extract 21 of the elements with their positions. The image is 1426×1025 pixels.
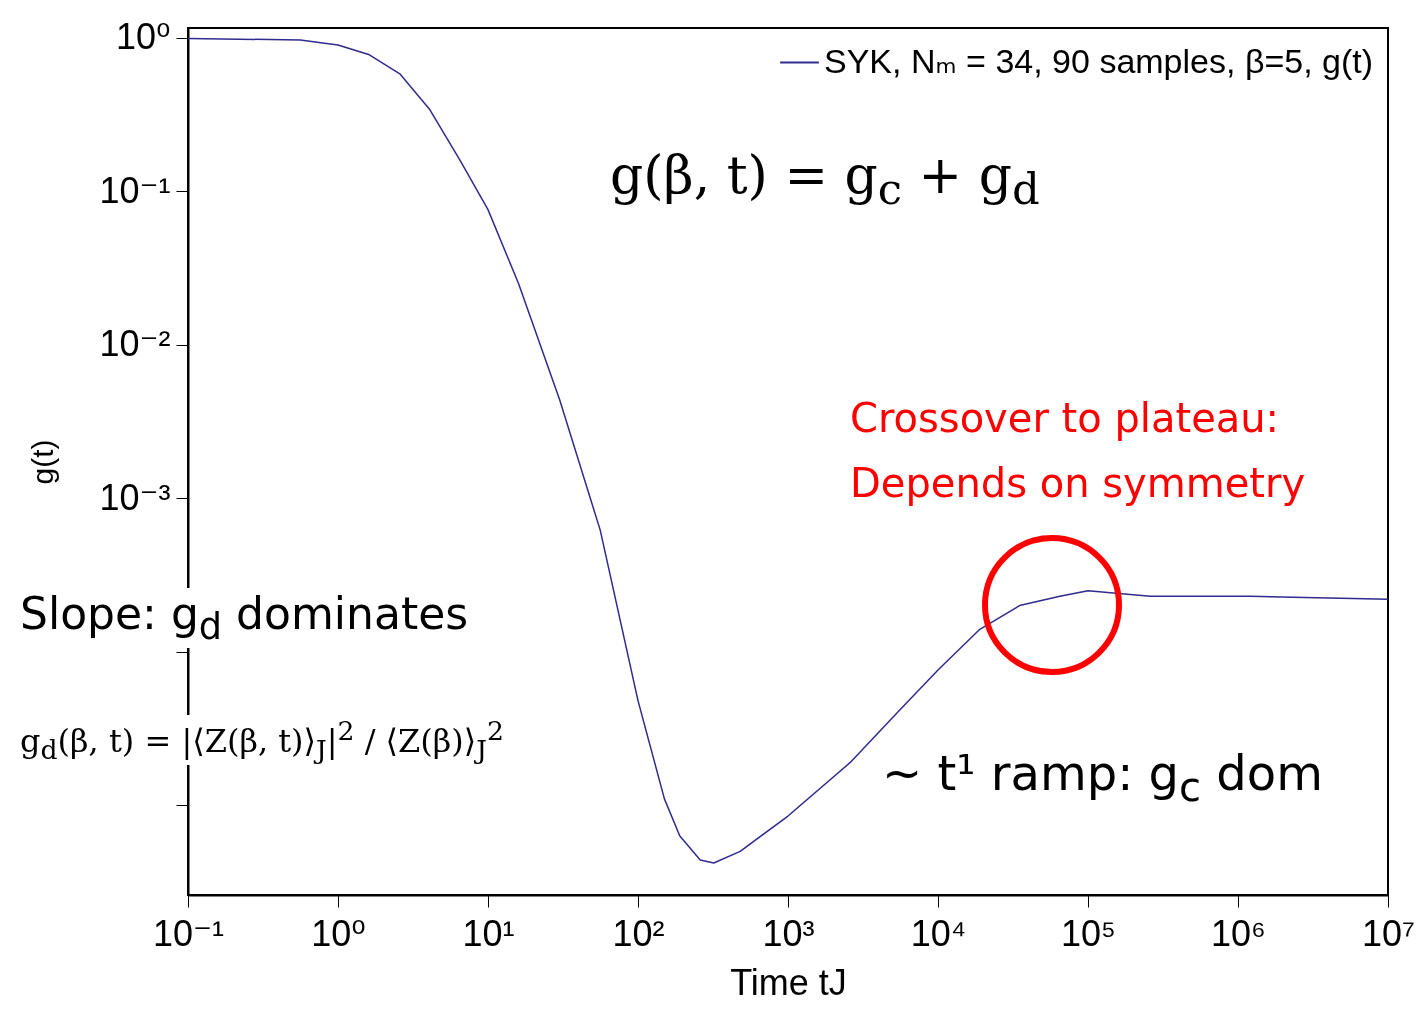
x-tick-label: 10⁻¹	[152, 912, 225, 954]
y-tick-label: 10⁰	[116, 16, 171, 58]
y-tick-label: 10⁻³	[99, 476, 171, 518]
legend-label: SYK, Nₘ = 34, 90 samples, β=5, g(t)	[824, 41, 1374, 80]
x-tick-label: 10⁴	[910, 912, 967, 954]
annotation: Depends on symmetry	[850, 460, 1306, 506]
x-tick-label: 10⁵	[1061, 912, 1116, 954]
x-tick-label: 10⁰	[311, 912, 366, 954]
y-tick-label: 10⁻¹	[99, 169, 171, 211]
annotation: ~ t¹ ramp: g$_{c}$ dom	[882, 745, 1323, 810]
annotation: Slope: g$_{d}$ dominates	[20, 588, 469, 648]
y-axis-title: g(t)	[25, 439, 59, 485]
x-tick-label: 10²	[612, 912, 665, 954]
annotation: Crossover to plateau:	[850, 395, 1280, 441]
y-tick-label: 10⁻²	[99, 323, 171, 365]
x-axis-title: Time tJ	[730, 961, 847, 1003]
x-tick-label: 10¹	[462, 912, 515, 954]
x-tick-label: 10³	[762, 912, 815, 954]
x-tick-label: 10⁶	[1211, 912, 1266, 954]
annotation: g(β, t) = g$_{c}$ + g$_{d}$	[610, 145, 1040, 215]
x-tick-label: 10⁷	[1361, 912, 1416, 954]
